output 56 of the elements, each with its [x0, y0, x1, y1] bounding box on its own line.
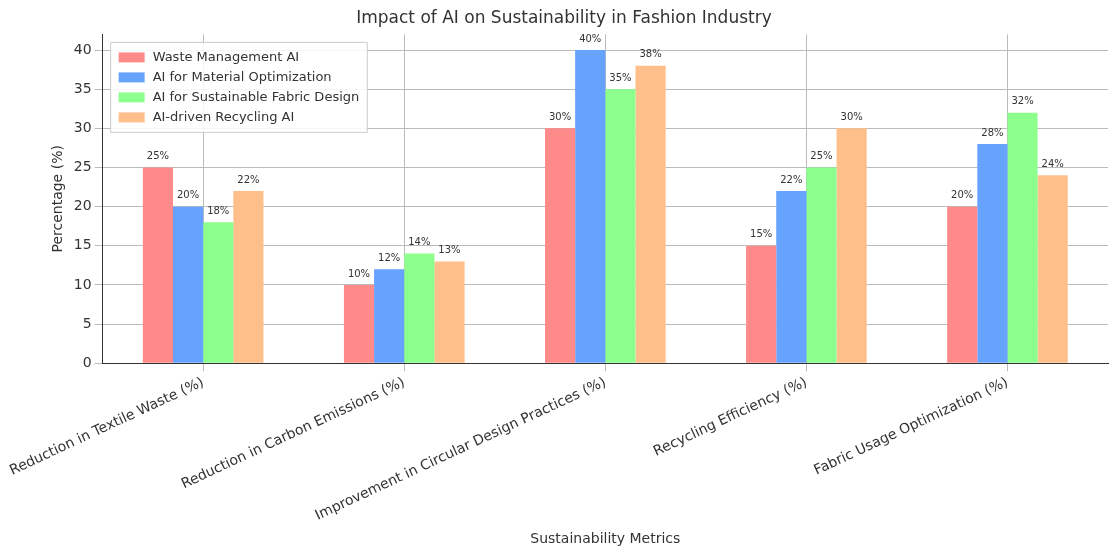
data-label: 25% [810, 150, 833, 162]
legend-label: AI for Material Optimization [152, 68, 332, 84]
y-tick-label: 35 [73, 79, 92, 96]
data-label: 20% [951, 189, 974, 201]
bar [173, 206, 204, 363]
bar [947, 206, 978, 363]
data-label: 18% [207, 204, 230, 216]
data-label: 22% [237, 173, 260, 185]
bar [1007, 112, 1038, 363]
data-label: 12% [378, 251, 401, 263]
bar [977, 144, 1008, 363]
data-label: 30% [840, 110, 863, 122]
data-label: 30% [548, 110, 572, 122]
y-tick-label: 15 [73, 236, 92, 253]
data-label: 20% [176, 189, 200, 201]
bar [404, 253, 435, 363]
bar [203, 222, 234, 363]
bar [605, 89, 636, 363]
bar [1037, 175, 1068, 363]
y-axis-title: Percentage (%) [49, 145, 66, 253]
bar [233, 190, 264, 363]
data-label: 25% [146, 150, 170, 162]
y-tick-label: 10 [73, 275, 92, 292]
y-tick-label: 0 [82, 353, 92, 370]
y-tick-label: 30 [73, 118, 92, 135]
y-tick-label: 25 [73, 158, 92, 175]
bar [836, 128, 867, 363]
data-label: 32% [1011, 95, 1034, 107]
data-label: 22% [780, 173, 803, 185]
bar [575, 50, 606, 363]
data-label: 10% [347, 267, 371, 279]
bar [142, 167, 174, 363]
bar [806, 167, 837, 363]
legend-label: Waste Management AI [152, 48, 300, 64]
data-label: 24% [1041, 157, 1064, 169]
data-label: 14% [408, 236, 431, 248]
bar [776, 190, 807, 363]
y-tick-label: 40 [73, 40, 92, 57]
y-tick-label: 5 [82, 314, 92, 331]
data-label: 28% [981, 126, 1004, 138]
bar [374, 269, 405, 363]
bar [635, 65, 666, 363]
x-axis-title: Sustainability Metrics [530, 530, 681, 547]
data-label: 15% [750, 228, 773, 240]
y-tick-label: 20 [73, 197, 92, 214]
data-label: 38% [639, 48, 662, 60]
data-label: 40% [579, 32, 602, 44]
legend-label: AI-driven Recycling AI [152, 108, 295, 124]
data-label: 13% [438, 244, 461, 256]
bar [746, 245, 777, 363]
bar [434, 261, 465, 363]
chart-title: Impact of AI on Sustainability in Fashion Industry [356, 6, 772, 27]
bar [343, 284, 375, 363]
data-label: 35% [609, 71, 632, 83]
bar [544, 128, 576, 363]
legend-label: AI for Sustainable Fabric Design [152, 88, 360, 104]
